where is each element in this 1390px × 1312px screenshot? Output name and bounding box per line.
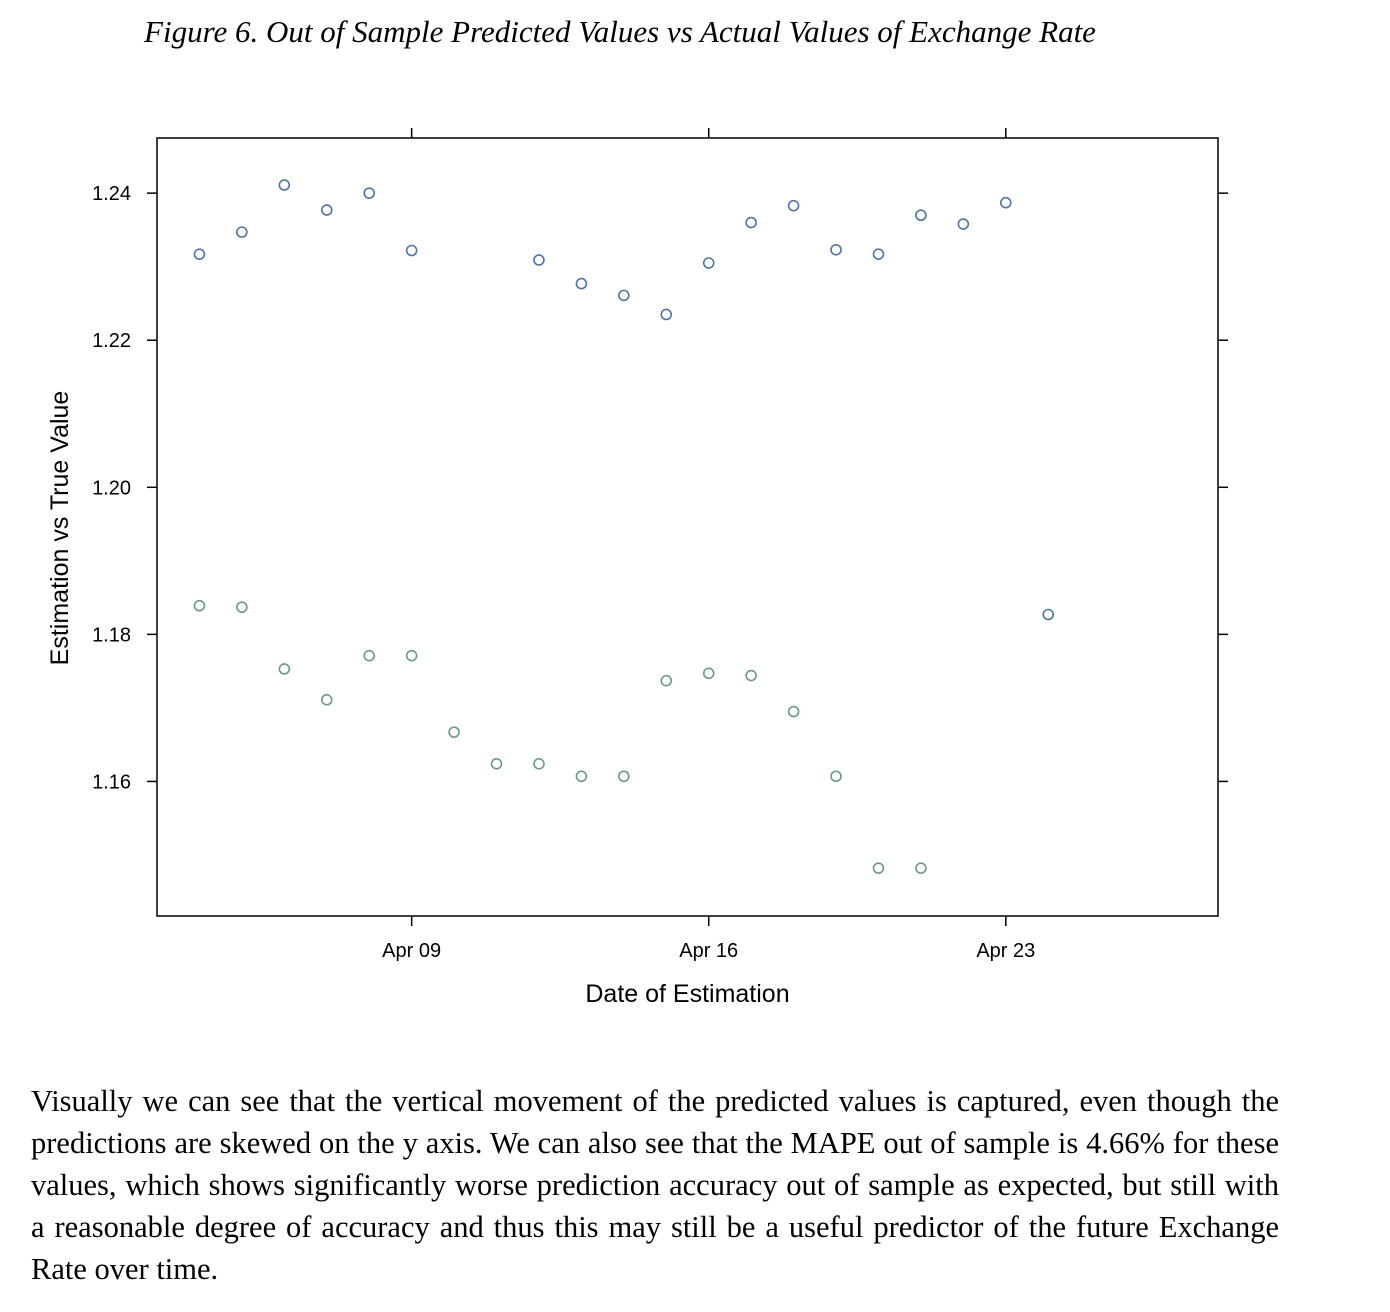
- data-point: [448, 726, 460, 738]
- data-point: [745, 216, 757, 229]
- chart-ticks: 1.16 1.18 1.20 1.22 1.24 Apr 09 Apr 16 Apr 23: [92, 128, 1228, 962]
- data-point: [236, 226, 248, 238]
- data-point: [575, 277, 588, 290]
- y-tick-label: 1.24: [92, 183, 131, 205]
- figure-caption: Figure 6. Out of Sample Predicted Values…: [144, 14, 1096, 49]
- data-point: [999, 196, 1012, 209]
- data-point: [787, 199, 800, 212]
- data-point: [872, 248, 885, 260]
- y-tick-label: 1.22: [92, 330, 131, 352]
- x-axis-title: Date of Estimation: [585, 980, 789, 1008]
- data-point: [787, 705, 800, 718]
- data-point: [193, 599, 206, 612]
- x-tick-label: Apr 09: [382, 940, 441, 962]
- data-point: [915, 209, 927, 222]
- chart-axes: [156, 137, 1219, 917]
- data-point: [363, 187, 376, 199]
- data-point: [618, 289, 630, 302]
- data-point: [278, 663, 291, 675]
- data-point: [1042, 608, 1055, 621]
- data-point: [490, 757, 503, 770]
- x-tick-label: Apr 16: [679, 940, 738, 962]
- y-tick-label: 1.20: [92, 477, 131, 499]
- data-point: [533, 254, 545, 266]
- data-point: [702, 257, 715, 269]
- scatter-chart: 1.16 1.18 1.20 1.22 1.24 Apr 09 Apr 16 Apr 23 D…: [46, 128, 1228, 1008]
- data-point: [915, 862, 927, 875]
- data-point: [660, 674, 673, 687]
- data-point: [745, 669, 757, 682]
- data-point: [320, 694, 333, 706]
- x-tick-label: Apr 23: [976, 940, 1035, 962]
- data-point: [830, 243, 842, 256]
- plot-frame: [156, 137, 1219, 917]
- data-point: [660, 308, 673, 321]
- data-point: [193, 248, 206, 260]
- data-point: [278, 179, 291, 191]
- data-point: [957, 218, 970, 230]
- data-point: [405, 649, 418, 662]
- data-point: [830, 770, 842, 783]
- body-paragraph: Visually we can see that the vertical mo…: [31, 1084, 1279, 1286]
- data-point: [363, 649, 376, 662]
- chart-points: [193, 179, 1055, 875]
- y-axis-title: Estimation vs True Value: [46, 391, 74, 666]
- data-point: [872, 862, 885, 875]
- data-point: [702, 667, 715, 680]
- data-point: [405, 244, 418, 257]
- y-tick-label: 1.18: [92, 624, 131, 646]
- data-point: [575, 770, 588, 783]
- data-point: [236, 601, 248, 613]
- data-point: [320, 204, 333, 216]
- y-tick-label: 1.16: [92, 771, 131, 793]
- data-point: [533, 757, 545, 770]
- data-point: [618, 770, 630, 783]
